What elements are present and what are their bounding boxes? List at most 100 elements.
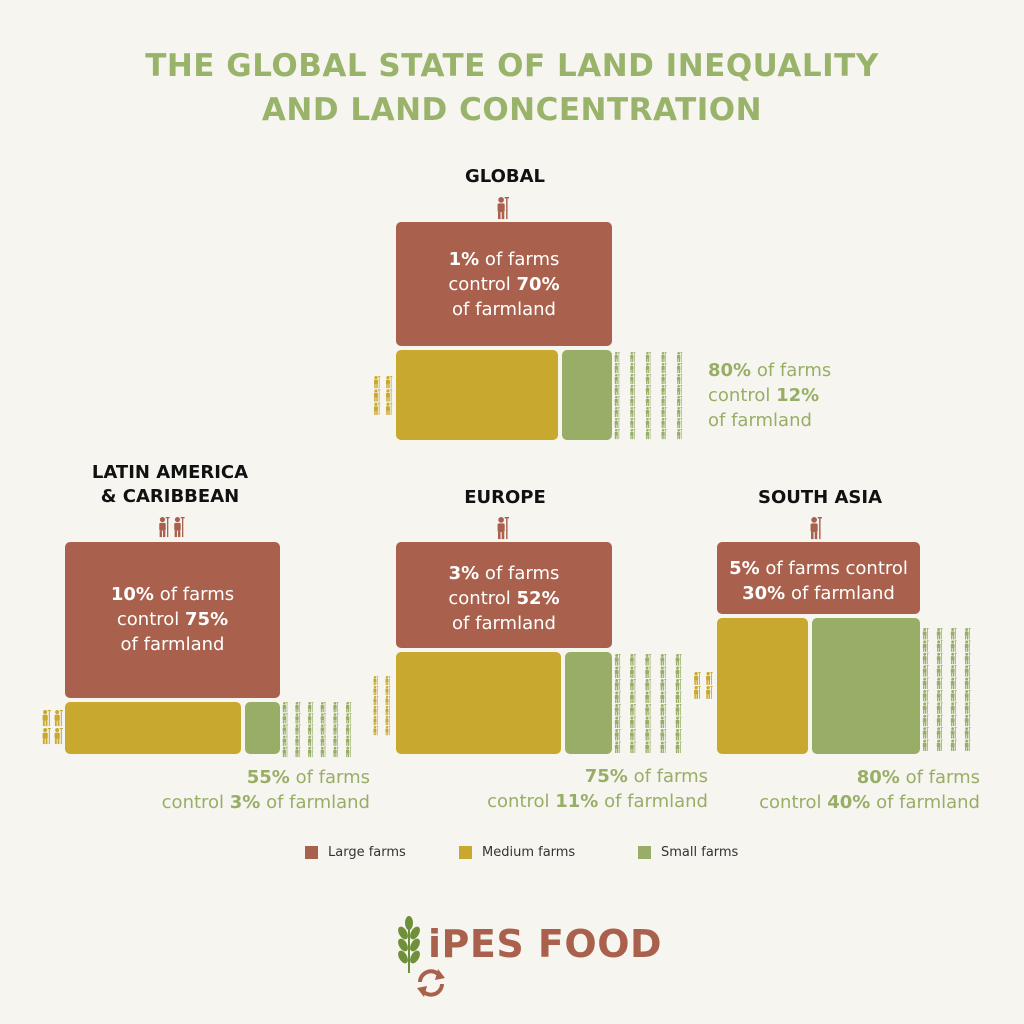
farmer-icon	[373, 716, 379, 726]
latam-small-farmer-icons	[282, 702, 352, 758]
global-medium-farmer-icons	[373, 376, 393, 415]
legend-large-label: Large farms	[328, 845, 406, 860]
farmer-icon	[645, 729, 652, 741]
farmer-icon	[614, 716, 621, 729]
legend-small-label: Small farms	[661, 845, 739, 860]
farmer-icon	[661, 396, 667, 407]
farmer-icon	[645, 691, 652, 704]
farmer-icon	[345, 702, 352, 713]
latam-large-farms-label: 10% of farms control 75% of farmland	[110, 584, 235, 655]
farmer-icon	[307, 702, 314, 713]
europe-small-farms-label: 75% of farms control 11% of farmland	[487, 766, 708, 812]
global-title: GLOBAL	[464, 166, 546, 187]
latam-small-farms-label: 55% of farms control 3% of farmland	[161, 767, 370, 813]
farmer-icon	[373, 402, 381, 415]
farmer-icon	[373, 726, 379, 736]
farmer-icon	[614, 704, 621, 716]
farmer-icon	[282, 724, 288, 735]
farmer-icon	[660, 691, 667, 704]
farmer-icon	[614, 741, 621, 754]
legend-medium: Medium farms	[459, 845, 575, 860]
farmer-icon	[936, 702, 943, 714]
farmer-icon	[922, 739, 929, 752]
farmer-icon	[661, 352, 667, 363]
farmer-icon	[645, 407, 652, 418]
europe-small-farms-block	[565, 652, 612, 754]
europe-small-farmer-icons	[614, 654, 682, 754]
farmer-icon	[385, 716, 391, 726]
farmer-icon	[677, 429, 683, 440]
farmer-icon	[630, 418, 636, 429]
legend-small: Small farms	[638, 845, 738, 860]
farmer-icon	[964, 665, 971, 677]
farmer-icon	[630, 716, 636, 729]
farmer-icon	[936, 690, 943, 702]
global-large-farmer-icon	[497, 197, 509, 220]
global-large-farms-label: 1% of farms control 70% of farmland	[448, 249, 560, 320]
farmer-icon	[661, 385, 667, 396]
farmer-icon	[295, 746, 301, 758]
farmer-icon	[295, 713, 301, 724]
europe-medium-farmer-icons	[373, 676, 391, 736]
farmer-icon	[614, 654, 621, 666]
farmer-icon	[282, 713, 288, 724]
farmer-icon	[936, 665, 943, 677]
farmer-icon	[630, 385, 636, 396]
farmer-icon	[660, 729, 667, 741]
farmer-icon	[675, 691, 682, 704]
global-medium-farms-block	[396, 350, 558, 440]
farmer-icon	[320, 735, 326, 746]
farmer-icon	[645, 363, 652, 374]
latam-medium-farmer-icons	[42, 710, 63, 745]
europe-title: EUROPE	[464, 487, 546, 508]
farmer-icon	[614, 374, 620, 385]
south-asia-large-farms-block	[717, 542, 920, 614]
farmer-icon	[675, 716, 682, 729]
farmer-icon	[950, 652, 957, 665]
logo-text: iPES FOOD	[428, 922, 663, 966]
farmer-icon	[677, 396, 683, 407]
farmer-icon	[307, 746, 314, 758]
farmer-icon	[630, 407, 636, 418]
farmer-icon	[677, 352, 683, 363]
farmer-icon	[936, 677, 943, 690]
farmer-icon	[810, 517, 822, 540]
south-asia-small-farms-label: 80% of farms control 40% of farmland	[759, 767, 980, 813]
farmer-icon	[282, 702, 288, 713]
farmer-icon	[964, 714, 971, 727]
farmer-icon	[614, 429, 620, 440]
south-asia-title: SOUTH ASIA	[757, 487, 882, 508]
farmer-icon	[333, 702, 339, 713]
farmer-icon	[950, 714, 957, 727]
farmer-icon	[661, 374, 667, 385]
farmer-icon	[936, 714, 943, 727]
farmer-icon	[614, 396, 620, 407]
latam-small-farms-block	[245, 702, 280, 754]
farmer-icon	[307, 724, 314, 735]
farmer-icon	[333, 735, 339, 746]
farmer-icon	[922, 677, 929, 690]
global-small-farms-label: 80% of farms control 12% of farmland	[708, 360, 832, 431]
farmer-icon	[630, 666, 636, 679]
farmer-icon	[936, 739, 943, 752]
south-asia-small-farmer-icons	[922, 628, 971, 752]
south-asia-large-farms-label: 5% of farms control 30% of farmland	[729, 558, 908, 604]
farmer-icon	[675, 729, 682, 741]
farmer-icon	[645, 352, 652, 363]
farmer-icon	[950, 702, 957, 714]
farmer-icon	[950, 665, 957, 677]
europe-medium-farms-block	[396, 652, 561, 754]
page-title-line2: AND LAND CONCENTRATION	[261, 92, 763, 128]
page-title-line1: THE GLOBAL STATE OF LAND INEQUALITY	[145, 48, 879, 84]
farmer-icon	[630, 363, 636, 374]
recycle-arrows-icon	[417, 969, 445, 997]
south-asia-large-farmer-icon	[810, 517, 822, 540]
south-asia-medium-farms-block	[717, 618, 808, 754]
farmer-icon	[630, 396, 636, 407]
farmer-icon	[614, 385, 620, 396]
legend-large-swatch	[305, 846, 318, 859]
farmer-icon	[645, 716, 652, 729]
farmer-icon	[660, 666, 667, 679]
farmer-icon	[677, 385, 683, 396]
farmer-icon	[645, 704, 652, 716]
